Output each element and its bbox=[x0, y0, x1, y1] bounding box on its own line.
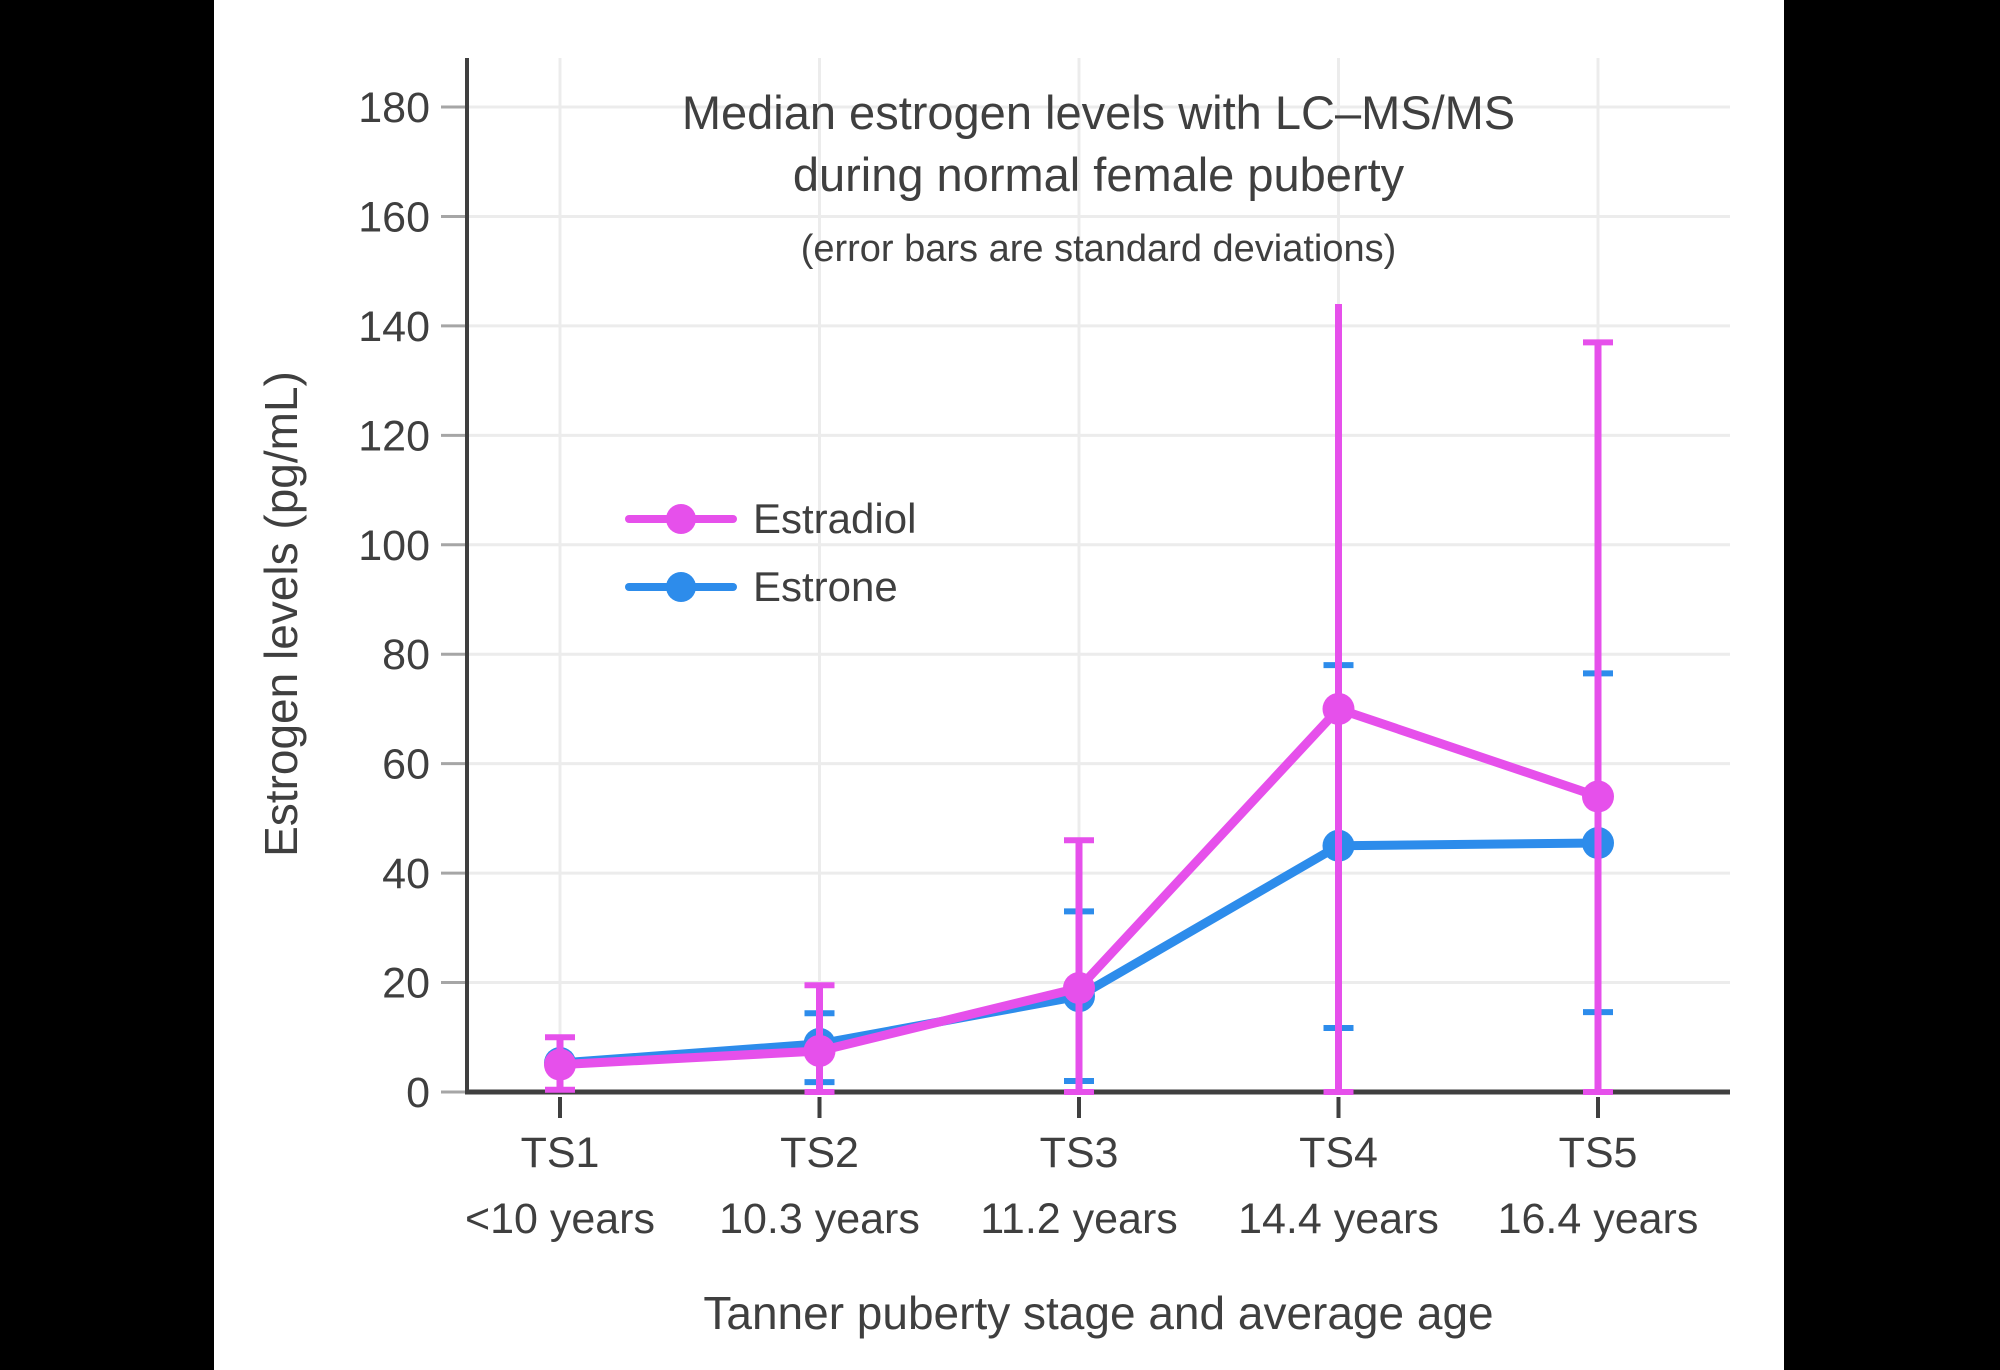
svg-text:20: 20 bbox=[382, 960, 430, 1008]
legend-item-estradiol[interactable]: Estradiol bbox=[625, 495, 916, 543]
chart-panel bbox=[214, 0, 1784, 1370]
chart-subtitle: (error bars are standard deviations) bbox=[800, 228, 1397, 270]
svg-text:<10 years: <10 years bbox=[465, 1195, 655, 1243]
svg-text:TS4: TS4 bbox=[1299, 1129, 1378, 1177]
svg-text:TS3: TS3 bbox=[1040, 1129, 1119, 1177]
svg-text:TS5: TS5 bbox=[1559, 1129, 1638, 1177]
svg-text:180: 180 bbox=[358, 84, 430, 132]
svg-text:100: 100 bbox=[358, 522, 430, 570]
svg-text:80: 80 bbox=[382, 631, 430, 679]
x-axis-title: Tanner puberty stage and average age bbox=[703, 1287, 1494, 1339]
legend-label-estradiol: Estradiol bbox=[753, 495, 917, 542]
svg-text:40: 40 bbox=[382, 850, 430, 898]
svg-text:10.3 years: 10.3 years bbox=[719, 1195, 920, 1243]
legend-label-estrone: Estrone bbox=[753, 563, 898, 610]
svg-text:TS2: TS2 bbox=[780, 1129, 859, 1177]
estrone-line-marker-icon bbox=[625, 572, 737, 602]
svg-text:11.2 years: 11.2 years bbox=[980, 1195, 1178, 1243]
legend-item-estrone[interactable]: Estrone bbox=[625, 563, 916, 611]
chart-title: Median estrogen levels with LC–MS/MS dur… bbox=[467, 82, 1730, 206]
y-axis-title: Estrogen levels (pg/mL) bbox=[255, 371, 307, 857]
svg-text:14.4 years: 14.4 years bbox=[1238, 1195, 1439, 1243]
svg-text:60: 60 bbox=[382, 741, 430, 789]
svg-text:TS1: TS1 bbox=[521, 1129, 600, 1177]
svg-text:120: 120 bbox=[358, 412, 430, 460]
svg-text:0: 0 bbox=[406, 1069, 430, 1117]
svg-text:140: 140 bbox=[358, 303, 430, 351]
svg-text:160: 160 bbox=[358, 193, 430, 241]
legend: Estradiol Estrone bbox=[625, 495, 916, 631]
chart-title-line1: Median estrogen levels with LC–MS/MS bbox=[681, 86, 1516, 139]
chart-title-line2: during normal female puberty bbox=[792, 148, 1405, 201]
svg-text:16.4 years: 16.4 years bbox=[1498, 1195, 1699, 1243]
estradiol-line-marker-icon bbox=[625, 504, 737, 534]
